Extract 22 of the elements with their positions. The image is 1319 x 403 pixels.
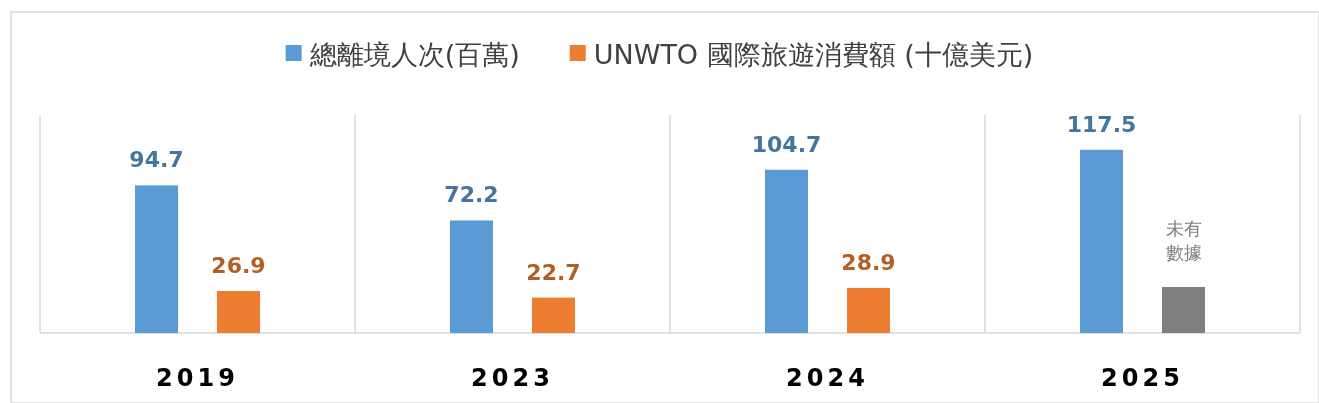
data-label: 117.5 bbox=[1066, 111, 1137, 137]
x-tick-label: 2019 bbox=[156, 364, 239, 392]
x-tick-label: 2024 bbox=[786, 364, 869, 392]
bar bbox=[135, 185, 178, 333]
bar bbox=[847, 287, 890, 333]
bar bbox=[450, 220, 493, 333]
bar bbox=[532, 297, 575, 333]
data-label: 72.2 bbox=[444, 182, 499, 208]
legend-label: 總離境人次(百萬) bbox=[308, 39, 520, 70]
data-label: 22.7 bbox=[526, 259, 581, 285]
x-tick-label: 2025 bbox=[1101, 364, 1184, 392]
bar bbox=[765, 169, 808, 333]
data-label: 未有數據 bbox=[1165, 218, 1202, 264]
data-label: 28.9 bbox=[841, 249, 896, 275]
bar bbox=[1162, 287, 1205, 333]
bar bbox=[1080, 149, 1123, 333]
data-label: 26.9 bbox=[211, 253, 266, 279]
bar bbox=[217, 291, 260, 333]
data-label: 104.7 bbox=[751, 131, 822, 157]
legend-label: UNWTO 國際旅遊消費額 (十億美元) bbox=[593, 39, 1034, 70]
data-label: 94.7 bbox=[129, 147, 184, 173]
x-tick-label: 2023 bbox=[471, 364, 554, 392]
